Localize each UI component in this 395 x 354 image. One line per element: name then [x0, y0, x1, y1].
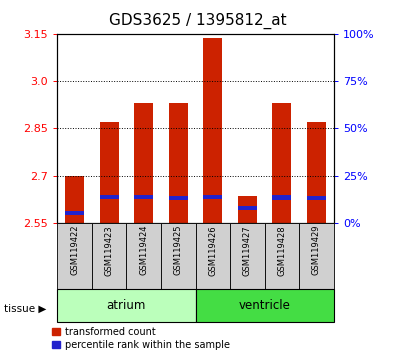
Bar: [126, 223, 161, 289]
Bar: [203, 38, 222, 223]
Bar: [57, 223, 92, 289]
Text: GSM119429: GSM119429: [312, 225, 321, 275]
Bar: [161, 223, 196, 289]
Text: GSM119426: GSM119426: [208, 225, 217, 276]
Bar: [196, 289, 334, 322]
Bar: [65, 176, 84, 223]
Bar: [273, 195, 292, 200]
Text: GSM119427: GSM119427: [243, 225, 252, 276]
Bar: [230, 223, 265, 289]
Bar: [134, 103, 153, 223]
Bar: [65, 211, 84, 215]
Bar: [307, 122, 326, 223]
Text: atrium: atrium: [107, 299, 146, 312]
Bar: [196, 223, 230, 289]
Text: ventricle: ventricle: [239, 299, 291, 312]
Bar: [57, 289, 196, 322]
Bar: [92, 223, 126, 289]
Bar: [100, 195, 118, 199]
Bar: [134, 195, 153, 199]
Text: GSM119424: GSM119424: [139, 225, 148, 275]
Text: GSM119428: GSM119428: [277, 225, 286, 276]
Bar: [169, 196, 188, 200]
Text: GSM119425: GSM119425: [174, 225, 183, 275]
Bar: [238, 206, 257, 210]
Bar: [238, 196, 257, 223]
Text: GSM119422: GSM119422: [70, 225, 79, 275]
Bar: [169, 103, 188, 223]
Text: GSM119423: GSM119423: [105, 225, 114, 276]
Text: tissue ▶: tissue ▶: [4, 304, 46, 314]
Bar: [273, 103, 292, 223]
Bar: [203, 195, 222, 199]
Legend: transformed count, percentile rank within the sample: transformed count, percentile rank withi…: [52, 327, 230, 350]
Text: GDS3625 / 1395812_at: GDS3625 / 1395812_at: [109, 12, 286, 29]
Bar: [100, 122, 118, 223]
Bar: [265, 223, 299, 289]
Bar: [307, 196, 326, 200]
Bar: [299, 223, 334, 289]
